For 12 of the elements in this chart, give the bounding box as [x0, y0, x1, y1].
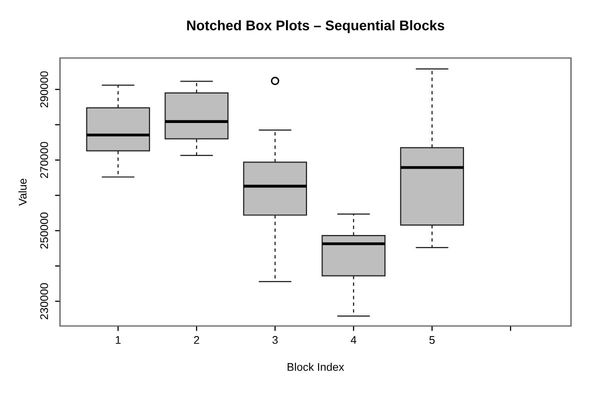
x-tick-label: 2: [194, 336, 200, 344]
x-tick-label: 4: [350, 336, 356, 344]
y-tick-label: 250000: [40, 212, 48, 249]
y-tick-label: 290000: [40, 71, 48, 108]
x-tick-label: 3: [272, 336, 278, 344]
x-tick-label: 5: [429, 336, 435, 344]
y-tick-label: 230000: [40, 283, 48, 320]
y-axis-title: Value: [18, 178, 27, 206]
chart-title: Notched Box Plots – Sequential Blocks: [187, 20, 444, 34]
x-tick-label: 1: [116, 336, 121, 344]
x-axis-title: Block Index: [288, 362, 344, 371]
y-tick-label: 270000: [40, 142, 48, 178]
